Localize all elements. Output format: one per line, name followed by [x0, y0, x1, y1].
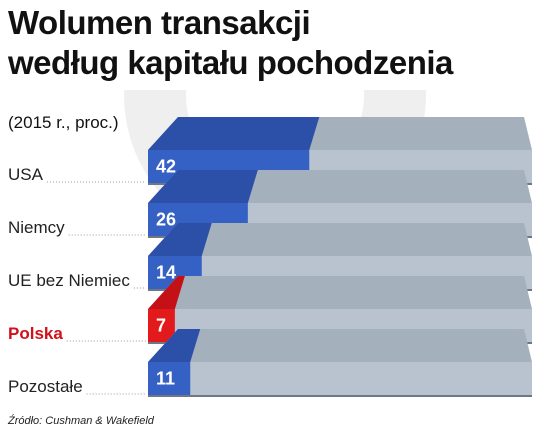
bar — [148, 362, 191, 395]
bar — [148, 309, 175, 342]
track-shadow — [148, 395, 532, 397]
track-top — [148, 329, 532, 362]
title-block: Wolumen transakcji według kapitału pocho… — [0, 0, 550, 90]
bar-top — [148, 276, 185, 309]
track-front — [148, 362, 532, 395]
bar-group: 11 — [148, 329, 532, 397]
value-label: 42 — [156, 157, 176, 177]
track-top — [148, 276, 532, 309]
bars: 42 26 14 7 11 — [148, 117, 532, 397]
category-label: UE bez Niemiec — [8, 271, 130, 290]
subtitle: (2015 r., proc.) — [8, 113, 119, 132]
category-labels: USA Niemcy UE bez Niemiec Polska Pozostałe — [8, 165, 146, 396]
category-label: Pozostałe — [8, 377, 83, 396]
title-line-1: Wolumen transakcji — [8, 4, 311, 41]
value-label: 26 — [156, 210, 176, 230]
bar-top — [148, 223, 212, 256]
track-top — [148, 223, 532, 256]
value-label: 14 — [156, 263, 176, 283]
category-label: Niemcy — [8, 218, 65, 237]
source-note: Źródło: Cushman & Wakefield — [8, 415, 154, 427]
bar-top — [148, 117, 320, 150]
value-label: 11 — [156, 369, 175, 389]
title-line-2: według kapitału pochodzenia — [8, 44, 453, 81]
category-label: USA — [8, 165, 44, 184]
value-label: 7 — [156, 316, 166, 336]
bar-top — [148, 170, 258, 203]
category-label: Polska — [8, 324, 63, 343]
bar-top — [148, 329, 201, 362]
